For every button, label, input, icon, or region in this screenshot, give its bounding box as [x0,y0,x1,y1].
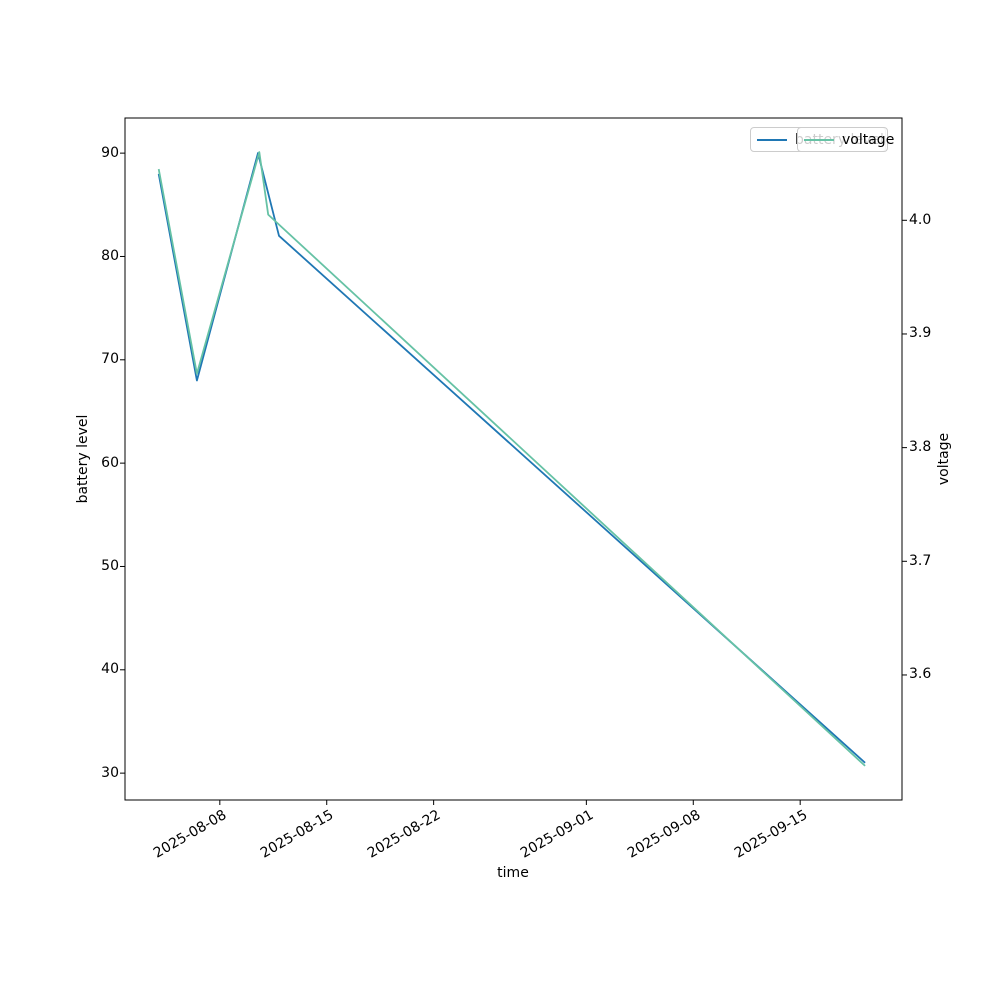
legend-voltage-label: voltage [842,131,895,148]
battery-level-line [157,152,866,764]
y-left-tick-label: 90 [101,144,119,161]
y-left-tick-label: 70 [101,351,119,368]
voltage-line-legend-handle-icon [804,138,834,141]
y-axis-label-right: voltage [936,432,952,486]
y-left-tick-label: 80 [101,247,119,264]
y-right-tick-label: 3.9 [909,325,932,342]
y-right-tick-label: 3.8 [909,439,932,456]
y-left-tick-label: 50 [101,557,119,574]
y-right-tick-label: 3.7 [909,552,932,569]
voltage-line [157,151,866,767]
battery-line-legend-handle-icon [757,138,787,141]
y-left-tick-label: 60 [101,454,119,471]
axes-frame [124,117,903,801]
y-right-tick-label: 3.6 [909,666,932,683]
x-axis-label: time [497,865,529,881]
y-left-tick-label: 30 [101,764,119,781]
y-left-tick-label: 40 [101,661,119,678]
legend-voltage: voltage [797,127,894,152]
y-right-tick-label: 4.0 [909,211,932,228]
